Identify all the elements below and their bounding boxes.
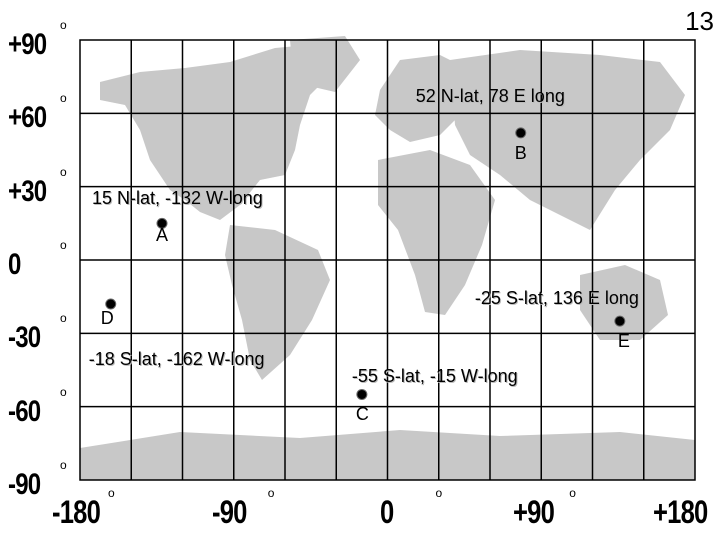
- location-point-b: [515, 127, 527, 139]
- south-america: [225, 225, 330, 380]
- degree-symbol: o: [108, 486, 115, 500]
- x-tick-label: 0: [379, 494, 394, 530]
- location-point-d: [105, 298, 117, 310]
- point-letter: D: [100, 308, 114, 328]
- degree-symbol: o: [435, 486, 443, 500]
- y-tick-label: +90: [8, 28, 47, 61]
- coordinate-label: 52 N-lat, 78 E long: [415, 85, 565, 106]
- north-america: [100, 44, 335, 220]
- greenland: [290, 36, 360, 92]
- degree-symbol: o: [267, 486, 275, 500]
- degree-symbol: o: [569, 486, 576, 500]
- degree-symbol: o: [60, 164, 67, 179]
- asia: [450, 50, 685, 230]
- location-points: [105, 127, 626, 400]
- page-number: 13: [685, 6, 714, 36]
- degree-symbol: o: [60, 238, 67, 252]
- x-tick-label: -180: [52, 494, 101, 530]
- lat-long-grid: [79, 39, 696, 481]
- degree-symbol: o: [60, 384, 67, 399]
- y-tick-label: -90: [8, 468, 41, 501]
- y-tick-label: +60: [8, 101, 47, 135]
- location-point-c: [356, 388, 368, 400]
- x-tick-label: -90: [211, 494, 247, 530]
- degree-symbol: o: [60, 458, 67, 472]
- location-point-a: [156, 217, 168, 229]
- africa: [378, 150, 495, 315]
- coordinate-label: -18 S-lat, -162 W-long: [88, 349, 265, 369]
- coordinate-label: 15 N-lat, -132 W-long: [92, 188, 263, 209]
- y-tick-label: -60: [8, 394, 41, 428]
- point-letter: C: [355, 404, 369, 425]
- location-point-e: [614, 315, 626, 327]
- x-tick-label: +180: [653, 494, 708, 530]
- y-tick-label: -30: [8, 321, 41, 355]
- point-letter: E: [617, 331, 630, 352]
- europe: [375, 55, 470, 142]
- degree-symbol: o: [60, 18, 67, 32]
- coordinate-label: -55 S-lat, -15 W-long: [351, 366, 518, 387]
- y-tick-label: 0: [8, 248, 21, 281]
- degree-symbol: o: [60, 91, 67, 106]
- y-tick-label: +30: [8, 174, 47, 208]
- degree-symbol: o: [60, 311, 67, 326]
- x-tick-label: +90: [513, 494, 555, 530]
- australia: [580, 265, 668, 340]
- point-letter: A: [156, 225, 169, 246]
- point-letter: B: [514, 142, 527, 163]
- coordinate-label: -25 S-lat, 136 E long: [474, 288, 639, 309]
